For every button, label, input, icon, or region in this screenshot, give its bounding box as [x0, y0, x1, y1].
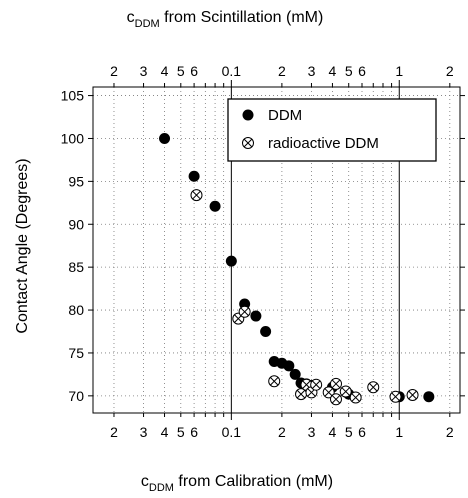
legend-box	[227, 98, 437, 162]
radioactive-ddm-point	[322, 386, 335, 399]
bottom-tick-label: 3	[140, 424, 148, 440]
axis-ticks	[88, 80, 465, 420]
bottom-tick-label: 4	[329, 424, 337, 440]
radioactive-ddm-point	[339, 385, 352, 398]
radioactive-ddm-point	[190, 189, 203, 202]
bottom-tick-label: 2	[278, 424, 286, 440]
bottom-axis-title-suffix: from Calibration (mM)	[174, 473, 333, 490]
bottom-tick-label: 3	[308, 424, 316, 440]
legend-label-ddm: DDM	[268, 107, 302, 124]
legend-marker-ddm	[242, 109, 254, 121]
radioactive-ddm-point	[349, 391, 362, 404]
radioactive-ddm-point	[238, 305, 251, 318]
top-tick-label: 2	[110, 63, 118, 79]
y-tick-label: 100	[61, 130, 85, 146]
top-tick-label: 4	[329, 63, 337, 79]
legend-marker-radioactive-ddm	[242, 137, 254, 149]
bottom-axis-title: cDDM from Calibration (mM)	[141, 473, 333, 494]
y-tick-label: 90	[68, 216, 84, 232]
top-tick-label: 4	[161, 63, 169, 79]
top-axis-title-suffix: from Scintillation (mM)	[160, 9, 324, 26]
top-tick-label: 2	[278, 63, 286, 79]
radioactive-ddm-point	[310, 378, 323, 391]
radioactive-ddm-point	[367, 381, 380, 394]
bottom-tick-label: 0.1	[222, 424, 242, 440]
radioactive-ddm-point	[329, 393, 342, 406]
top-axis-title: cDDM from Scintillation (mM)	[127, 9, 324, 30]
top-tick-label: 5	[345, 63, 353, 79]
bottom-tick-label: 1	[395, 424, 403, 440]
top-axis-title-subscript: DDM	[135, 18, 160, 30]
ddm-point	[283, 360, 295, 372]
y-tick-label: 105	[61, 88, 85, 104]
top-tick-label: 6	[358, 63, 366, 79]
ddm-point	[260, 326, 272, 337]
bottom-tick-label: 2	[110, 424, 118, 440]
top-tick-label: 2	[446, 63, 454, 79]
bottom-tick-label: 4	[161, 424, 169, 440]
ddm-point	[188, 170, 200, 182]
radioactive-ddm-point	[329, 377, 342, 390]
top-axis-tick-labels: 2 3 4 5 6 0.1 2 3 4 5 6 1 2	[110, 63, 454, 79]
y-tick-label: 75	[68, 345, 84, 361]
y-tick-label: 95	[68, 173, 84, 189]
y-tick-label: 80	[68, 302, 84, 318]
y-tick-label: 85	[68, 259, 84, 275]
top-tick-label: 3	[308, 63, 316, 79]
bottom-tick-label: 5	[345, 424, 353, 440]
ddm-point	[225, 255, 237, 267]
top-tick-label: 5	[177, 63, 185, 79]
top-tick-label: 6	[190, 63, 198, 79]
bottom-tick-label: 2	[446, 424, 454, 440]
bottom-tick-label: 6	[190, 424, 198, 440]
bottom-tick-label: 5	[177, 424, 185, 440]
top-axis-title-prefix: c	[127, 9, 135, 26]
y-axis-title: Contact Angle (Degrees)	[14, 158, 31, 333]
bottom-axis-title-subscript: DDM	[149, 482, 174, 494]
radioactive-ddm-point	[406, 388, 419, 401]
ddm-point	[250, 310, 262, 322]
bottom-axis-tick-labels: 2 3 4 5 6 0.1 2 3 4 5 6 1 2	[110, 424, 454, 440]
data-points	[159, 132, 435, 406]
top-tick-label: 3	[140, 63, 148, 79]
radioactive-ddm-point	[268, 375, 281, 388]
top-tick-label: 1	[395, 63, 403, 79]
y-tick-label: 70	[68, 388, 84, 404]
bottom-tick-label: 6	[358, 424, 366, 440]
y-axis-tick-labels: 70 75 80 85 90 95 100 105	[61, 88, 85, 404]
ddm-point	[423, 391, 435, 403]
legend-label-radioactive-ddm: radioactive DDM	[268, 135, 379, 152]
radioactive-ddm-point	[389, 390, 402, 403]
bottom-axis-title-prefix: c	[141, 473, 149, 490]
plot-area-frame	[92, 86, 461, 414]
top-tick-label: 0.1	[222, 63, 242, 79]
legend: DDM radioactive DDM	[227, 98, 437, 162]
ddm-point	[159, 132, 171, 144]
ddm-point	[209, 200, 221, 212]
ddm-point	[289, 368, 301, 380]
